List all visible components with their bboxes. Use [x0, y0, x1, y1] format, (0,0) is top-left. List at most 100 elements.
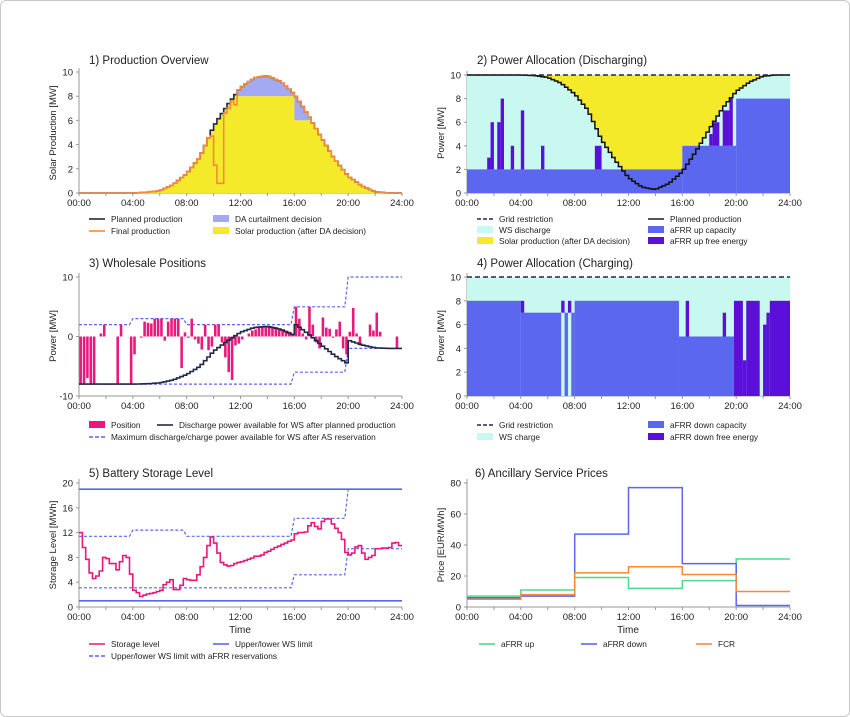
position-bar: [129, 336, 133, 385]
legend-swatch: [648, 226, 664, 233]
position-bar: [325, 327, 328, 337]
x-tick-label: 04:00: [509, 401, 533, 412]
position-bar: [301, 333, 305, 337]
legend-item: WS discharge: [477, 225, 551, 235]
afrr-down-capacity-area: [520, 312, 562, 396]
y-tick-label: 60: [450, 510, 461, 521]
x-tick-label: 12:00: [229, 612, 253, 623]
y-tick-label: 10: [450, 71, 461, 82]
position-bar: [82, 336, 86, 385]
position-bar: [116, 336, 119, 385]
legend-label: Upper/lower WS limit with aFRR reservati…: [111, 651, 277, 661]
x-tick-label: 24:00: [778, 401, 802, 412]
x-tick-label: 04:00: [121, 198, 145, 209]
position-bar: [372, 330, 375, 337]
legend-item: Position: [89, 420, 141, 430]
legend-swatch: [477, 433, 493, 440]
chart-6-title: 6) Ancillary Service Prices: [475, 468, 608, 480]
y-tick-label: 20: [450, 572, 461, 583]
x-tick-label: 24:00: [390, 401, 414, 412]
afrr-up-free-energy-bar: [510, 145, 515, 170]
y-tick-label: 10: [62, 68, 73, 79]
position-bar: [294, 306, 298, 337]
legend-label: Planned production: [111, 214, 183, 224]
price-line-afrr-up: [467, 558, 790, 597]
afrr-down-free-energy-bar: [520, 300, 525, 313]
position-bar: [150, 323, 153, 337]
y-tick-label: 40: [450, 541, 461, 552]
y-tick-label: 20: [62, 479, 73, 490]
legend-label: Planned production: [670, 214, 742, 224]
y-tick-label: 0: [68, 332, 73, 343]
afrr-down-free-energy-bar: [769, 300, 790, 396]
afrr-up-free-energy-bar: [594, 145, 602, 170]
y-tick-label: 8: [68, 92, 73, 103]
chart-2-ylabel: Power [MW]: [436, 107, 447, 159]
afrr-up-free-energy-bar: [500, 98, 505, 170]
position-bar: [187, 336, 190, 338]
x-tick-label: 04:00: [509, 612, 533, 623]
x-tick-label: 12:00: [229, 401, 253, 412]
position-bar: [183, 332, 187, 337]
x-tick-label: 04:00: [121, 612, 145, 623]
afrr-up-free-energy-bar: [709, 134, 713, 146]
chart-4-title: 4) Power Allocation (Charging): [477, 258, 633, 270]
afrr-down-free-energy-bar: [561, 300, 565, 313]
y-tick-label: 4: [68, 140, 73, 151]
x-tick-label: 24:00: [778, 198, 802, 209]
position-bar: [318, 336, 321, 349]
x-tick-label: 16:00: [282, 198, 306, 209]
afrr-down-capacity-area: [571, 312, 575, 396]
position-bar: [308, 306, 311, 337]
position-bar: [156, 318, 160, 337]
position-bar: [197, 336, 200, 344]
plot-layers: 00:00 04:00 08:00 12:00 16:00 20:00 24:00 0 2 4 6 8…: [59, 68, 802, 662]
position-bar: [271, 326, 274, 337]
position-bar: [247, 333, 251, 337]
position-bar: [264, 325, 268, 337]
x-tick-label: 24:00: [390, 612, 414, 623]
y-tick-label: 6: [456, 118, 461, 129]
afrr-down-free-energy-bar: [763, 324, 767, 396]
x-tick-label: 08:00: [175, 612, 199, 623]
y-tick-label: 10: [450, 273, 461, 284]
afrr-down-free-energy-bar: [567, 300, 572, 313]
x-tick-label: 08:00: [175, 401, 199, 412]
x-tick-label: 24:00: [778, 612, 802, 623]
position-bar: [277, 328, 281, 337]
position-bar: [102, 324, 106, 337]
position-bar: [328, 328, 331, 337]
chart-1-ylabel: Solar Production [MW]: [48, 85, 59, 180]
legend-item: aFRR up: [479, 639, 535, 649]
position-bar: [378, 331, 382, 337]
position-bar: [86, 336, 89, 379]
position-bar: [224, 336, 227, 358]
chart-1-legend: Planned production Final production DA cur…: [89, 214, 366, 236]
legend-item: aFRR up capacity: [648, 225, 737, 235]
legend-label: WS discharge: [499, 225, 551, 235]
y-tick-label: 16: [62, 503, 73, 514]
legend-item: Planned production: [89, 214, 183, 224]
y-tick-label: 6: [68, 116, 73, 127]
x-tick-label: 08:00: [563, 401, 587, 412]
position-bar: [89, 336, 93, 385]
legend-label: WS charge: [499, 432, 540, 442]
afrr-upper-limit-line: [79, 488, 402, 537]
legend-label: aFRR down: [603, 639, 647, 649]
chart-5-ylabel: Storage Level [MWh]: [48, 501, 59, 590]
x-tick-label: 04:00: [509, 198, 533, 209]
chart-3-legend: Position Discharge power available for WS…: [89, 420, 396, 442]
afrr-down-free-energy-bar: [766, 312, 770, 396]
position-bar: [180, 336, 183, 369]
position-bar: [176, 318, 180, 337]
position-bar: [119, 324, 123, 337]
position-bar: [163, 336, 167, 341]
position-bar: [170, 318, 173, 337]
chart-5-axes: 00:00 04:00 08:00 12:00 16:00 20:00 24:00 0 4 8 12…: [62, 479, 413, 624]
position-bar: [237, 336, 241, 344]
position-bar: [351, 307, 355, 337]
chart-6-ylabel: Price [EUR/MWh]: [436, 508, 447, 582]
position-bar: [143, 321, 146, 337]
